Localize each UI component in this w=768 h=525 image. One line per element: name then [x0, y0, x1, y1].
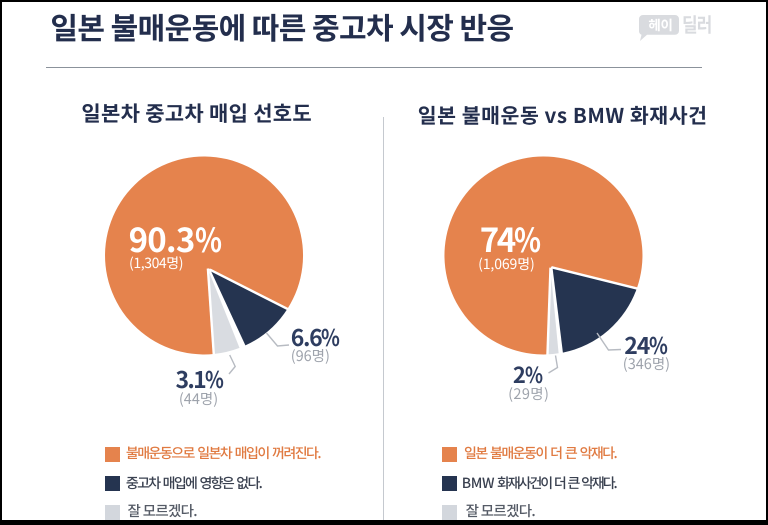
svg-text:딜러: 딜러: [682, 13, 712, 39]
svg-text:헤이: 헤이: [648, 14, 672, 34]
